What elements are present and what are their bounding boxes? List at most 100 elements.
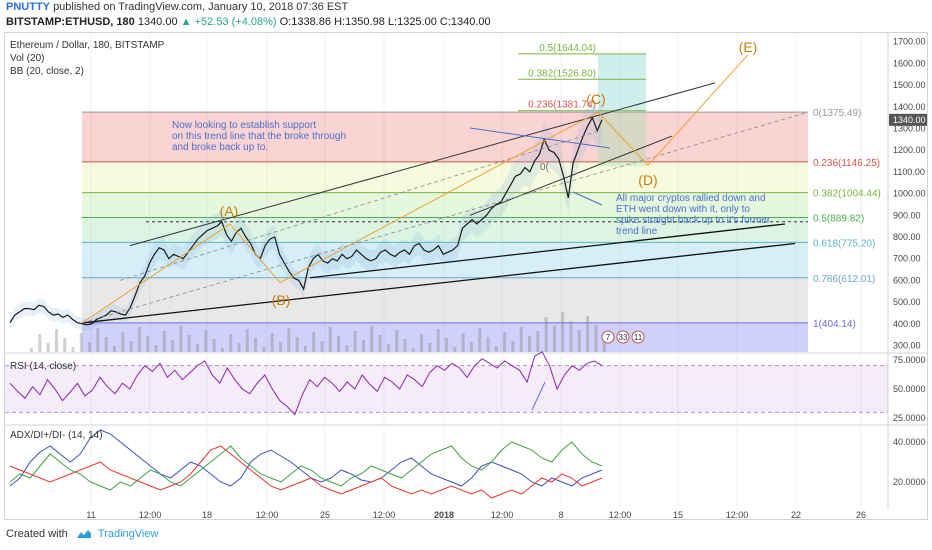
x-axis-tick-label: 12:00 [373, 510, 396, 520]
volume-bar [353, 331, 357, 352]
volume-bar [204, 330, 208, 352]
adx-series-line [9, 445, 603, 499]
published-text: published on TradingView.com, January 10… [53, 1, 349, 13]
volume-bar [212, 339, 216, 352]
note-line: on this trend line that the broke throug… [172, 131, 347, 142]
fib-extension-zone [598, 53, 646, 111]
volume-bar [237, 343, 241, 352]
volume-bar [71, 347, 75, 352]
publish-info: PNUTTY published on TradingView.com, Jan… [6, 1, 348, 13]
price-axis-tick-label: 1400.00 [893, 102, 926, 112]
volume-bar [46, 343, 50, 352]
adx-legend[interactable]: ADX/DI+/DI- (14, 14) [10, 430, 103, 441]
volume-bar [270, 333, 274, 352]
volume-bar [137, 327, 141, 352]
low-label: L: [387, 16, 398, 28]
high-label: H: [334, 16, 346, 28]
volume-bar [121, 332, 125, 352]
volume-bar [528, 336, 531, 352]
volume-bar [104, 337, 108, 352]
volume-bar [594, 325, 598, 352]
volume-bar [171, 340, 175, 352]
volume-bar [494, 346, 498, 352]
bollinger-band [10, 97, 602, 331]
channel-line-upper [129, 82, 716, 247]
vol-legend[interactable]: Vol (20) [10, 53, 45, 64]
fib-extension-label: 0.5(1644.04) [539, 43, 596, 54]
volume-bar [337, 336, 341, 352]
volume-bar [196, 344, 199, 352]
rsi-legend[interactable]: RSI (14, close) [10, 361, 77, 372]
x-axis-tick-label: 25 [320, 510, 330, 520]
event-badge [601, 330, 615, 344]
price-axis-tick-label: 700.00 [893, 254, 921, 264]
volume-bar [503, 332, 507, 352]
volume-bar [229, 334, 233, 352]
volume-bar [38, 334, 42, 352]
created-with-text: Created with [6, 528, 68, 540]
volume-bar [420, 334, 424, 352]
volume-bar [461, 333, 465, 352]
volume-bar [478, 328, 482, 352]
x-axis-tick-label: 12:00 [491, 510, 514, 520]
wave-label: (B) [272, 292, 291, 308]
volume-bar [63, 338, 67, 352]
volume-bar [428, 343, 432, 352]
volume-bar [511, 341, 515, 352]
channel-line-lower [469, 135, 673, 216]
fib-zone [82, 112, 808, 162]
volume-bar [179, 326, 183, 352]
x-axis-tick-label: 12:00 [609, 510, 632, 520]
volume-bar [287, 328, 291, 352]
event-badge-label: 11 [634, 333, 643, 342]
adx-axis-tick-label: 40.0000 [893, 437, 926, 447]
close-label: C: [439, 16, 451, 28]
volume-bar [362, 340, 365, 352]
event-badge-label: 33 [619, 333, 628, 342]
fib-zone [82, 161, 808, 193]
price-axis-tick-label: 900.00 [893, 210, 921, 220]
x-axis-tick-label: 22 [791, 510, 801, 520]
bb-legend[interactable]: BB (20, close, 2) [10, 66, 84, 77]
volume-bar [113, 346, 116, 352]
adx-series-line [9, 429, 603, 487]
annotation-note-rally: All major cryptos rallied down and ETH w… [616, 193, 770, 237]
volume-bar [453, 347, 457, 352]
volume-bar [577, 330, 581, 352]
x-axis-tick-label: 12:00 [139, 510, 162, 520]
fib-level-label: 0(1375.49) [813, 108, 861, 119]
volume-bar [79, 333, 83, 352]
fib-zone [82, 242, 808, 278]
note-line: trend line [616, 226, 658, 237]
volume-bar [378, 335, 382, 352]
volume-bar [54, 329, 58, 352]
annotation-note-support: Now looking to establish support on this… [172, 120, 346, 153]
volume-bar [345, 345, 349, 352]
volume-bar [220, 348, 224, 352]
tradingview-link[interactable]: TradingView [97, 528, 159, 540]
volume-bar [30, 348, 33, 352]
footer: Created with TradingView [6, 528, 158, 540]
adx-series-line [9, 441, 603, 491]
volume-bar [154, 345, 158, 352]
trend-line-lower [81, 242, 796, 324]
note-line: spike straight back up to it's former [616, 215, 771, 226]
volume-bar [469, 342, 473, 352]
price-axis-tick-label: 1600.00 [893, 58, 926, 68]
fib-level-label: 0.5(889.82) [813, 213, 864, 224]
annotation-arrow [469, 127, 611, 149]
volume-bar [561, 312, 565, 352]
low-value: 1325.00 [397, 16, 437, 28]
price-axis-tick-label: 1700.00 [893, 37, 926, 47]
note-line: and broke back up to. [172, 142, 269, 153]
fib-level-label: 1(404.14) [813, 319, 856, 330]
close-value: 1340.00 [450, 16, 491, 28]
last-price: 1340.00 [137, 16, 178, 28]
fib-extension-label: 0.382(1526.80) [528, 68, 596, 79]
volume-bar [370, 326, 374, 352]
volume-bar [162, 331, 166, 352]
author-name[interactable]: PNUTTY [6, 1, 50, 13]
x-axis-tick-label: 12:00 [726, 510, 749, 520]
price-axis-tick-label: 1500.00 [893, 80, 926, 90]
